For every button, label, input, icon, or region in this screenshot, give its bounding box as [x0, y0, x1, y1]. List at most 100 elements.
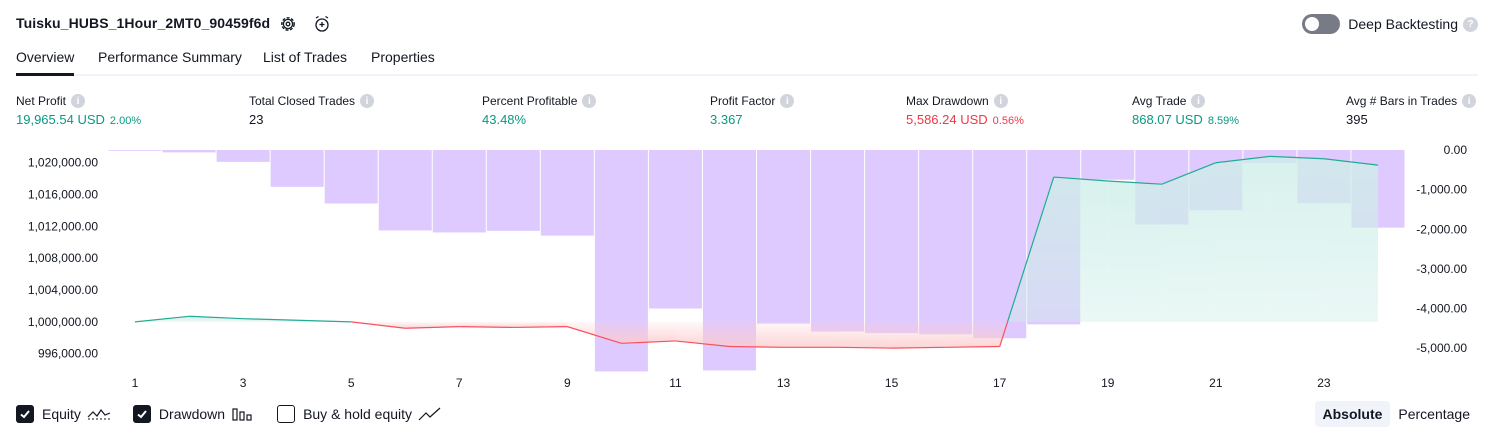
metric-label: Avg # Bars in Trades — [1346, 94, 1457, 108]
drawdown-checkbox[interactable] — [133, 405, 151, 423]
equity-line-segment — [513, 327, 567, 328]
metric-avg-bars-in-trades: Avg # Bars in Trades i 395 — [1346, 92, 1476, 127]
tab-overview[interactable]: Overview — [16, 49, 74, 76]
right-axis-tick-label: -1,000.00 — [1416, 183, 1467, 197]
equity-fill-loss — [838, 322, 892, 348]
metric-avg-trade: Avg Trade i 868.07 USD 8.59% — [1132, 92, 1239, 127]
metric-value: 5,586.24 USD — [906, 112, 988, 127]
settings-gear-icon[interactable] — [278, 14, 298, 34]
add-alert-clock-icon[interactable] — [312, 14, 332, 34]
metric-label: Percent Profitable — [482, 94, 577, 108]
drawdown-bar — [757, 150, 810, 324]
metric-percent: 0.56% — [993, 115, 1024, 127]
right-axis-tick-label: -5,000.00 — [1416, 341, 1467, 355]
right-axis-tick-label: 0.00 — [1444, 143, 1468, 157]
equity-fill-profit — [1216, 156, 1270, 321]
metric-value: 23 — [249, 112, 263, 127]
legend-label: Equity — [42, 406, 81, 422]
left-axis-tick-label: 1,020,000.00 — [28, 156, 98, 170]
metric-value: 43.48% — [482, 112, 526, 127]
info-icon[interactable]: i — [582, 94, 596, 108]
equity-fill-profit — [1054, 177, 1108, 322]
chart-canvas[interactable]: 1,020,000.00 1,016,000.00 1,012,000.00 1,00… — [0, 140, 1494, 400]
tab-list-of-trades[interactable]: List of Trades — [263, 49, 347, 76]
tab-properties[interactable]: Properties — [371, 49, 435, 76]
right-axis-tick-label: -3,000.00 — [1416, 262, 1467, 276]
deep-backtesting-label: Deep Backtesting — [1348, 16, 1458, 32]
tab-performance-summary[interactable]: Performance Summary — [98, 49, 242, 76]
x-axis-tick-label: 7 — [456, 376, 463, 390]
report-header: Tuisku_HUBS_1Hour_2MT0_90459f6d Deep Bac… — [0, 0, 1494, 48]
legend-equity[interactable]: Equity — [16, 405, 111, 423]
equity-fill-profit — [1108, 181, 1162, 322]
right-axis-tick-label: -2,000.00 — [1416, 222, 1467, 236]
left-axis-tick-label: 1,008,000.00 — [28, 251, 98, 265]
left-axis-tick-label: 1,000,000.00 — [28, 315, 98, 329]
metric-percent: 8.59% — [1208, 115, 1239, 127]
legend-label: Drawdown — [159, 406, 225, 422]
info-icon[interactable]: i — [360, 94, 374, 108]
metric-profit-factor: Profit Factor i 3.367 — [710, 92, 794, 127]
metric-value: 868.07 USD — [1132, 112, 1203, 127]
metric-net-profit: Net Profit i 19,965.54 USD 2.00% — [16, 92, 141, 127]
equity-fill-profit — [1162, 163, 1216, 322]
help-question-icon[interactable]: ? — [1463, 17, 1478, 32]
deep-backtesting-toggle[interactable] — [1302, 14, 1340, 34]
left-axis-tick-label: 996,000.00 — [38, 347, 98, 361]
metric-percent-profitable: Percent Profitable i 43.48% — [482, 92, 596, 127]
drawdown-bar — [163, 150, 216, 152]
equity-checkbox[interactable] — [16, 405, 34, 423]
drawdown-bar — [271, 150, 324, 187]
info-icon[interactable]: i — [1462, 94, 1476, 108]
drawdown-bar — [217, 150, 270, 162]
metric-label: Net Profit — [16, 94, 66, 108]
value-mode-switch: Absolute Percentage — [1315, 400, 1479, 428]
metric-label: Profit Factor — [710, 94, 775, 108]
drawdown-bar — [379, 150, 432, 230]
x-axis-tick-label: 15 — [885, 376, 899, 390]
x-axis-tick-label: 21 — [1209, 376, 1223, 390]
deep-backtesting-control: Deep Backtesting ? — [1302, 14, 1478, 34]
equity-line-segment — [946, 347, 1000, 348]
info-icon[interactable]: i — [780, 94, 794, 108]
equity-fill-loss — [784, 322, 838, 347]
legend-drawdown[interactable]: Drawdown — [133, 405, 255, 423]
x-axis-tick-label: 19 — [1101, 376, 1115, 390]
x-axis-tick-label: 23 — [1317, 376, 1331, 390]
chart-legend: Equity Drawdown Buy & hold equity — [16, 402, 464, 426]
drawdown-bar — [649, 150, 702, 309]
equity-line-segment — [892, 347, 946, 348]
toggle-knob — [1305, 17, 1319, 31]
absolute-mode-button[interactable]: Absolute — [1315, 401, 1391, 427]
equity-fill-loss — [729, 322, 783, 347]
drawdown-bars-icon — [231, 406, 255, 422]
right-axis-tick-label: -4,000.00 — [1416, 302, 1467, 316]
metric-value: 19,965.54 USD — [16, 112, 105, 127]
left-axis-tick-label: 1,016,000.00 — [28, 188, 98, 202]
left-axis-tick-label: 1,004,000.00 — [28, 283, 98, 297]
info-icon[interactable]: i — [994, 94, 1008, 108]
metric-label: Avg Trade — [1132, 94, 1186, 108]
drawdown-bar — [865, 150, 918, 333]
equity-line-segment — [838, 347, 892, 348]
drawdown-bar — [487, 150, 540, 231]
metric-percent: 2.00% — [110, 115, 141, 127]
equity-fill-profit — [1324, 159, 1378, 322]
info-icon[interactable]: i — [71, 94, 85, 108]
drawdown-bar — [1081, 150, 1134, 180]
buy-hold-checkbox[interactable] — [277, 405, 295, 423]
legend-label: Buy & hold equity — [303, 406, 412, 422]
equity-line-segment — [459, 327, 513, 328]
equity-drawdown-chart[interactable]: 1,020,000.00 1,016,000.00 1,012,000.00 1,00… — [0, 140, 1494, 400]
legend-buy-hold-equity[interactable]: Buy & hold equity — [277, 405, 442, 423]
percentage-mode-button[interactable]: Percentage — [1390, 401, 1478, 427]
equity-fill-loss — [567, 322, 621, 343]
equity-fill-loss — [892, 322, 946, 348]
metrics-row: Net Profit i 19,965.54 USD 2.00% Total Clo… — [0, 92, 1494, 132]
metric-total-closed-trades: Total Closed Trades i 23 — [249, 92, 374, 127]
strategy-title: Tuisku_HUBS_1Hour_2MT0_90459f6d — [16, 15, 270, 31]
info-icon[interactable]: i — [1191, 94, 1205, 108]
equity-fill-loss — [621, 322, 675, 343]
drawdown-bar — [433, 150, 486, 232]
x-axis-tick-label: 3 — [240, 376, 247, 390]
